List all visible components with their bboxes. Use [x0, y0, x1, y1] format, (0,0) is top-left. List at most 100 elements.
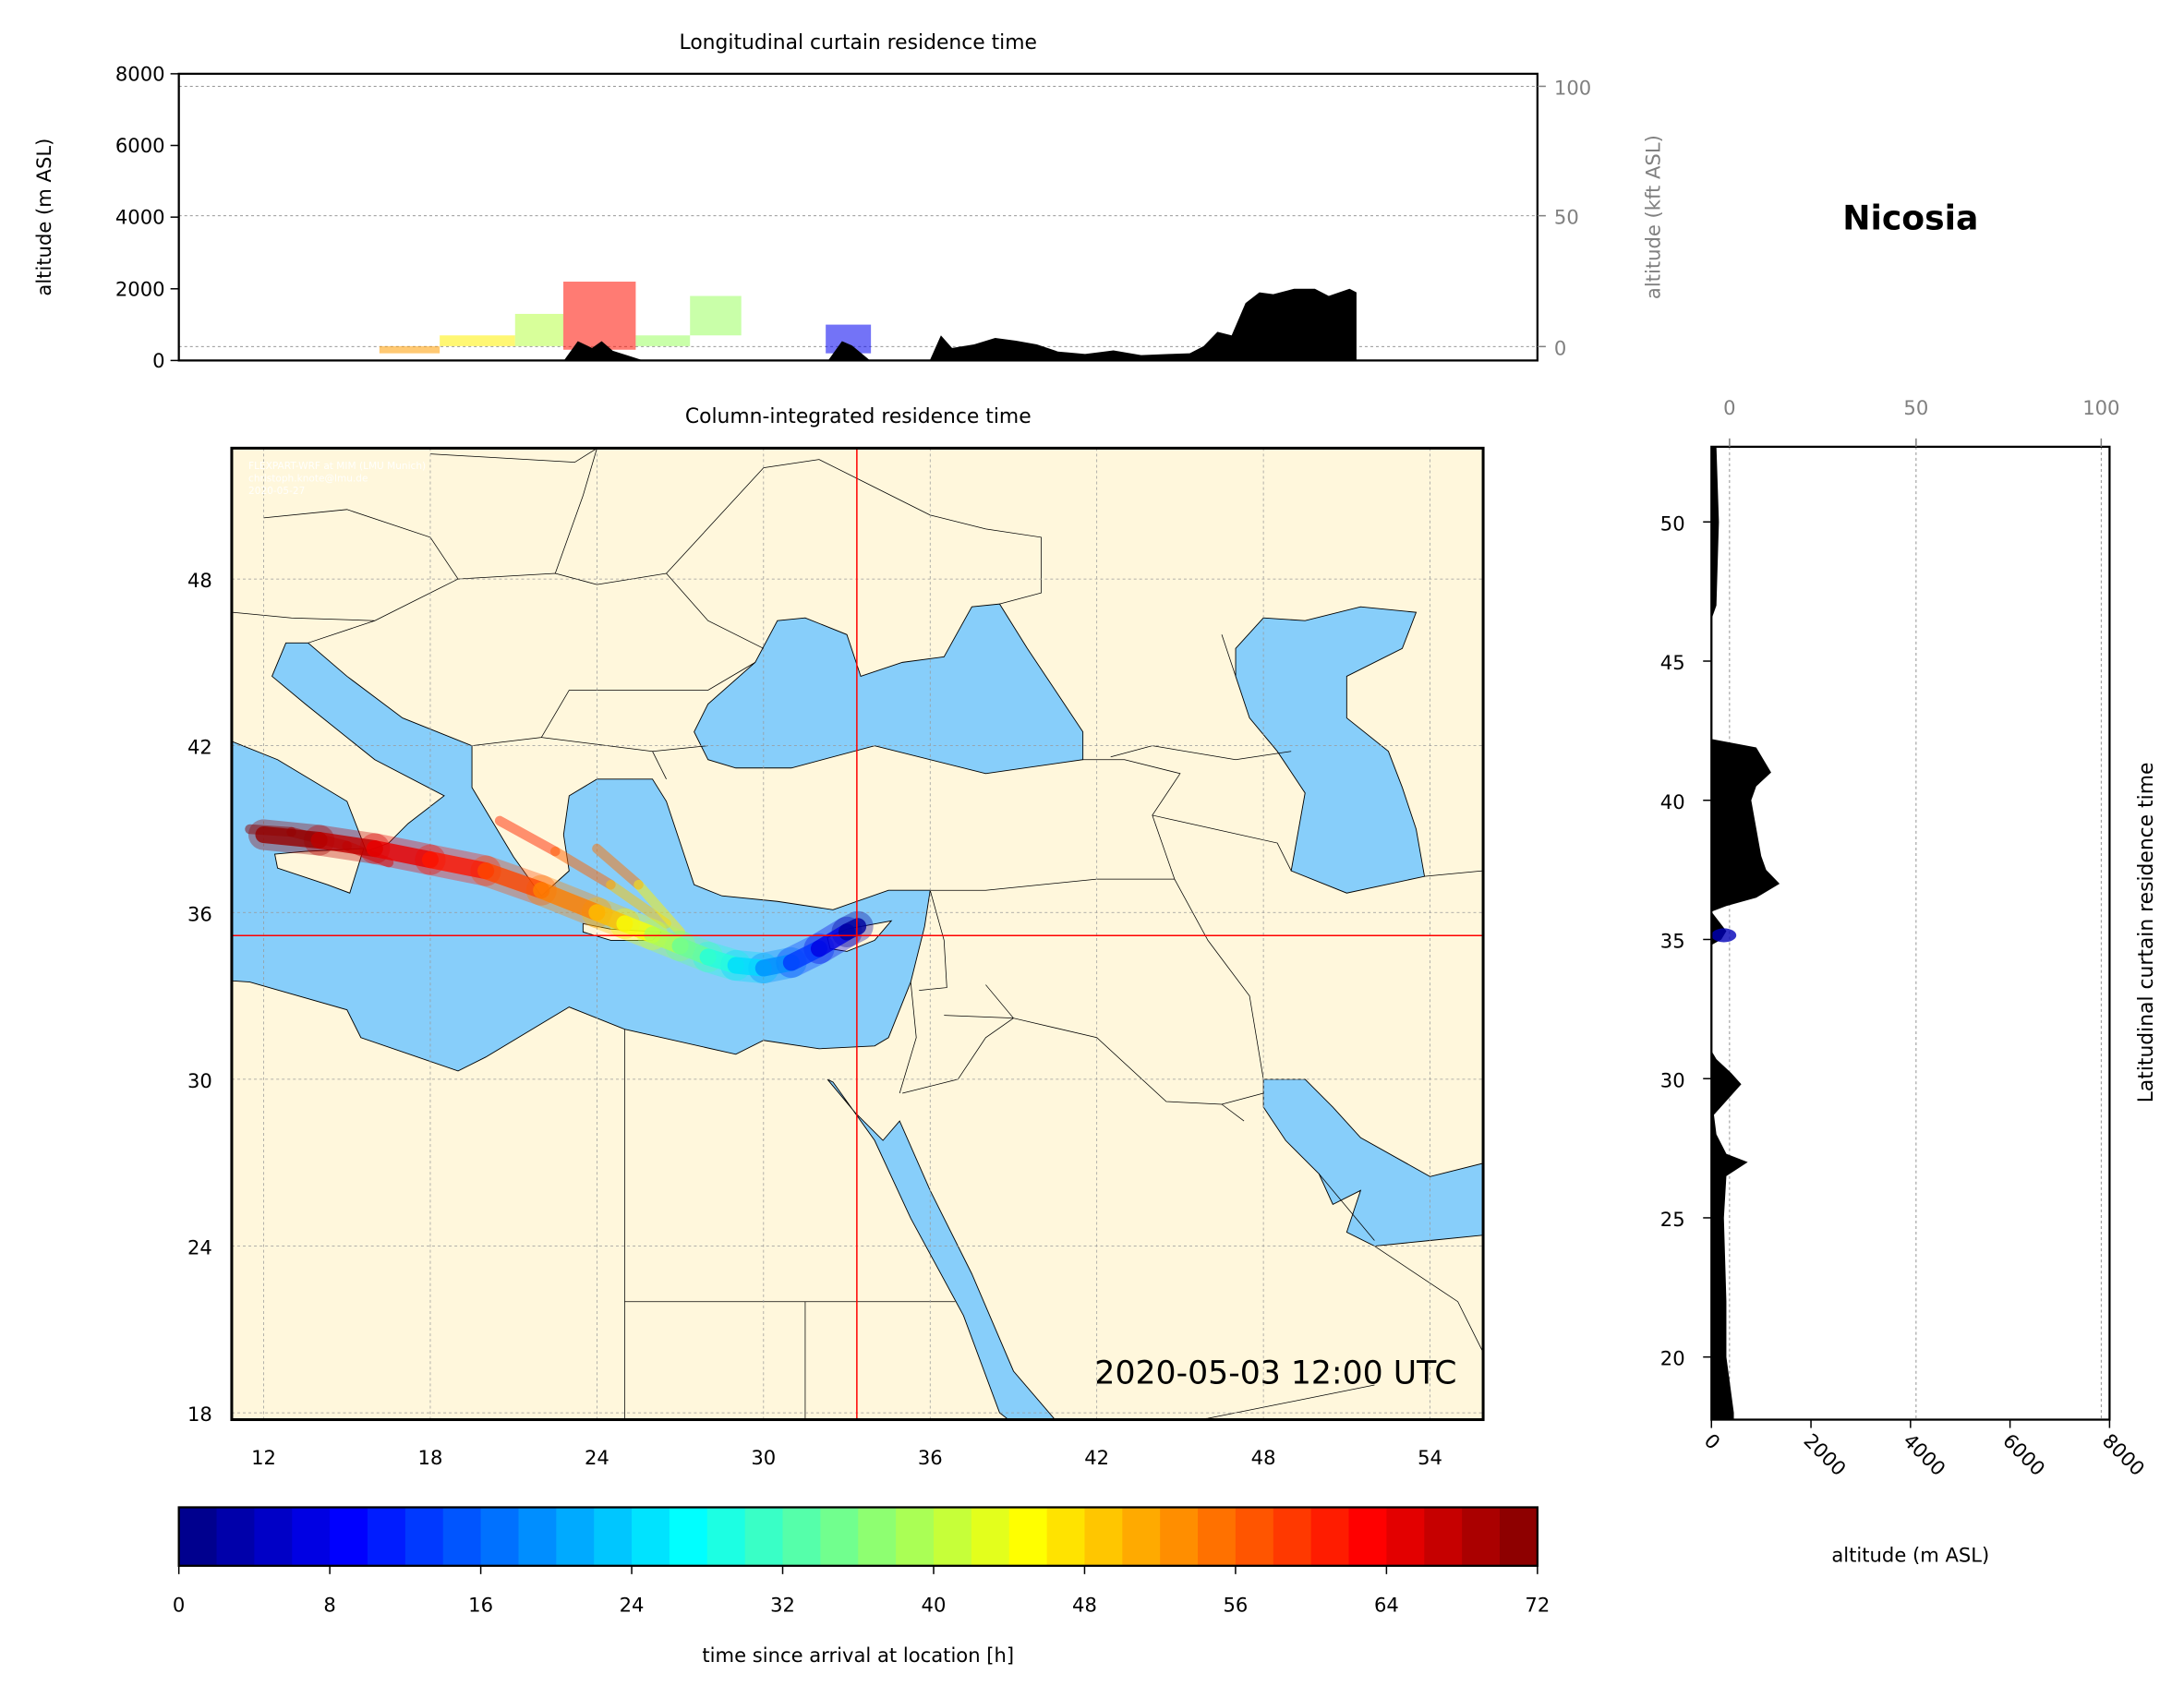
colorbar-segment: [404, 1507, 444, 1566]
ytick-label: 18: [187, 1403, 212, 1426]
ytick-right-label: 100: [1554, 77, 1591, 100]
colorbar-segment: [1386, 1507, 1426, 1566]
xtick-label: 48: [1251, 1446, 1276, 1469]
colorbar-segment: [1499, 1507, 1538, 1566]
longitudinal-terrain: [563, 288, 1357, 361]
residence-cell: [690, 295, 742, 336]
timestamp: 2020-05-03 12:00 UTC: [1094, 1355, 1456, 1391]
colorbar-tick-label: 72: [1525, 1594, 1550, 1617]
residence-cell: [1711, 928, 1737, 943]
colorbar-segment: [1273, 1507, 1312, 1566]
country-border: [554, 448, 597, 574]
country-border: [652, 751, 667, 779]
plume-segment: [477, 862, 550, 899]
xtick-label: 12: [251, 1446, 276, 1469]
ytick-label: 48: [187, 569, 212, 592]
ytick-label: 45: [1660, 651, 1685, 674]
ytick-label: 36: [187, 902, 212, 925]
longitudinal-ylabel-right: altitude (kft ASL): [1642, 135, 1665, 299]
residence-cell: [563, 282, 636, 350]
colorbar-segment: [594, 1507, 633, 1566]
country-border: [429, 448, 597, 464]
ytick-label: 20: [1660, 1347, 1685, 1370]
colorbar-segment: [1348, 1507, 1388, 1566]
black-sea: [694, 603, 1084, 775]
country-border: [930, 759, 1181, 891]
longitudinal-panel: Longitudinal curtain residence time 0 200…: [32, 31, 1665, 372]
colorbar-tick-label: 8: [323, 1594, 335, 1617]
latitudinal-axes-frame: [1710, 445, 2111, 1421]
xtick-top-label: 0: [1723, 396, 1735, 419]
colorbar-segment: [782, 1507, 822, 1566]
xtick-label: 30: [751, 1446, 776, 1469]
xtick-top-label: 50: [1903, 396, 1928, 419]
xtick-label: 24: [585, 1446, 609, 1469]
colorbar-segment: [858, 1507, 897, 1566]
latitudinal-xlabel: altitude (m ASL): [1831, 1543, 1989, 1566]
longitudinal-title: Longitudinal curtain residence time: [680, 31, 1037, 54]
colorbar-segment: [216, 1507, 256, 1566]
ytick-right-label: 0: [1554, 336, 1566, 359]
colorbar-tick-label: 48: [1072, 1594, 1097, 1617]
colorbar-segment: [1084, 1507, 1124, 1566]
ytick-label: 8000: [115, 62, 165, 85]
column-title: Column-integrated residence time: [685, 405, 1032, 428]
colorbar-segment: [1235, 1507, 1274, 1566]
plume-segment: [550, 846, 616, 890]
colorbar-segment: [1046, 1507, 1086, 1566]
colorbar-segment: [1462, 1507, 1501, 1566]
residence-cell: [379, 345, 440, 354]
xtick-label: 2000: [1799, 1429, 1851, 1481]
ytick-label: 30: [1660, 1068, 1685, 1091]
ytick-label: 35: [1660, 930, 1685, 953]
ytick-label: 24: [187, 1236, 212, 1259]
longitudinal-ylabel: altitude (m ASL): [32, 138, 55, 296]
colorbar-segment: [254, 1507, 294, 1566]
colorbar-segment: [820, 1507, 860, 1566]
plume-segment: [421, 851, 495, 880]
colorbar-segment: [971, 1507, 1010, 1566]
plume-segment: [310, 831, 383, 858]
country-border: [472, 662, 755, 747]
country-border: [899, 981, 917, 1094]
colorbar-tick-label: 16: [468, 1594, 493, 1617]
xtick-label: 36: [918, 1446, 943, 1469]
residence-cell: [440, 335, 515, 346]
country-border: [1152, 814, 1292, 872]
ytick-label: 6000: [115, 134, 165, 157]
colorbar-segment: [178, 1507, 218, 1566]
country-border: [308, 572, 764, 649]
residence-cell: [514, 313, 564, 346]
svg-text:christoph.knote@lmu.de: christoph.knote@lmu.de: [248, 474, 368, 485]
ytick-label: 2000: [115, 277, 165, 300]
xtick-top-label: 100: [2082, 396, 2119, 419]
plume-segment: [255, 825, 328, 849]
colorbar-segment: [518, 1507, 558, 1566]
plume-segment: [494, 815, 561, 857]
plume-segment: [592, 843, 644, 890]
map-axes-frame: [230, 446, 1485, 1422]
country-border: [944, 1015, 1014, 1019]
ytick-label: 0: [152, 349, 164, 372]
colorbar-frame: [177, 1506, 1538, 1567]
xtick-label: 54: [1418, 1446, 1442, 1469]
country-border: [233, 611, 375, 621]
red-sea: [827, 1078, 1056, 1420]
colorbar-segment: [1008, 1507, 1048, 1566]
xtick-label: 6000: [1998, 1429, 2050, 1481]
colorbar-segment: [632, 1507, 670, 1566]
colorbar-segment: [1198, 1507, 1237, 1566]
plume-segment: [533, 882, 606, 921]
xtick-label: 0: [1700, 1429, 1725, 1454]
ytick-label: 4000: [115, 206, 165, 229]
svg-text:FLEXPART-WRF at MIM (LMU Munic: FLEXPART-WRF at MIM (LMU Munich): [248, 461, 426, 472]
location-title: Nicosia: [1842, 199, 1978, 238]
colorbar-tick-label: 40: [922, 1594, 947, 1617]
ytick-label: 50: [1660, 512, 1685, 535]
country-border: [1318, 1174, 1375, 1241]
country-border: [1374, 1246, 1484, 1354]
country-border: [1424, 870, 1483, 877]
latitudinal-ylabel: Latitudinal curtain residence time: [2135, 763, 2158, 1103]
colorbar-segment: [1424, 1507, 1463, 1566]
